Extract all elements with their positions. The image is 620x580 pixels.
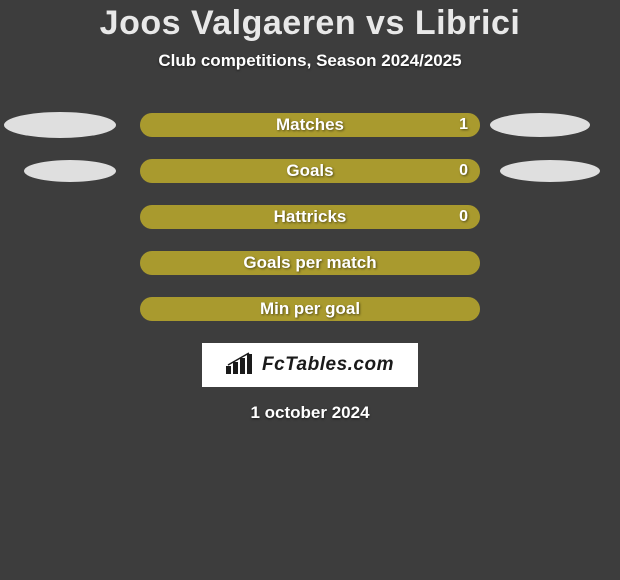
fctables-bars-icon [226,352,256,379]
left-marker-ellipse [24,160,116,182]
date: 1 october 2024 [0,403,620,423]
stat-row: Goals per match [0,251,620,275]
stat-row: Matches1 [0,113,620,137]
left-marker-ellipse [4,112,116,138]
stat-row: Min per goal [0,297,620,321]
logo-box: FcTables.com [202,343,418,387]
right-marker-ellipse [490,113,590,137]
bar-label: Min per goal [140,297,480,321]
content: Joos Valgaeren vs Librici Club competiti… [0,0,620,423]
right-marker-ellipse [500,160,600,182]
bar-label: Goals per match [140,251,480,275]
bar-value-right: 1 [140,113,468,137]
bar-value-right: 0 [140,205,468,229]
subtitle: Club competitions, Season 2024/2025 [0,51,620,71]
stat-rows: Matches1 Goals0 Hattricks0 Goals per match M… [0,113,620,321]
stat-row: Goals0 [0,159,620,183]
page-title: Joos Valgaeren vs Librici [0,4,620,43]
bar-value-right: 0 [140,159,468,183]
logo-text: FcTables.com [262,354,394,376]
stat-row: Hattricks0 [0,205,620,229]
